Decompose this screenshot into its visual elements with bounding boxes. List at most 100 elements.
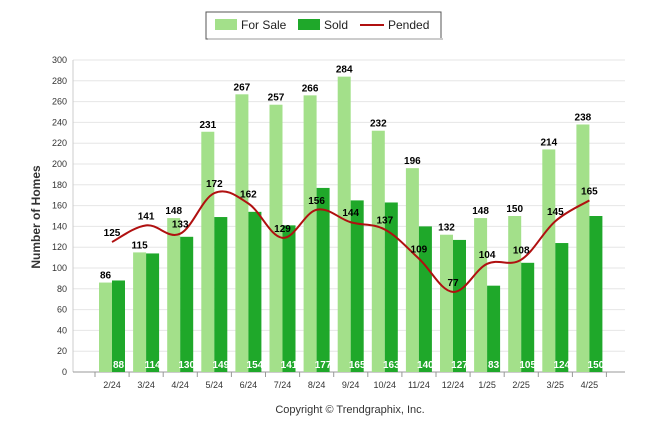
- x-tick-label: 2/25: [512, 380, 530, 390]
- for-sale-value-label: 148: [165, 206, 182, 217]
- legend-label-pended: Pended: [388, 18, 429, 32]
- sold-value-label: 124: [553, 360, 570, 371]
- sold-value-label: 141: [281, 360, 298, 371]
- for-sale-value-label: 115: [132, 240, 149, 251]
- for-sale-value-label: 214: [540, 137, 557, 148]
- for-sale-bar: [303, 95, 317, 373]
- pended-value-label: 165: [581, 186, 598, 197]
- sold-bar: [214, 217, 228, 372]
- for-sale-bar: [474, 218, 488, 372]
- pended-line: [111, 190, 590, 293]
- sold-bar: [180, 236, 194, 372]
- y-tick-label: 20: [57, 346, 67, 356]
- y-tick-label: 140: [52, 221, 67, 231]
- for-sale-bar: [576, 124, 590, 372]
- x-tick-label: 4/25: [581, 380, 599, 390]
- for-sale-bar: [542, 149, 556, 372]
- for-sale-bar: [99, 282, 112, 372]
- for-sale-bar: [235, 94, 249, 372]
- x-axis: 2/24 3/24 4/24 5/24 6/24 7/24 8/24 9/24 10/24 11/…: [94, 372, 607, 390]
- sold-bar: [521, 262, 535, 372]
- x-tick-label: 10/24: [374, 380, 397, 390]
- x-tick-label: 11/24: [408, 380, 430, 390]
- sold-value-label: 130: [178, 360, 195, 371]
- for-sale-bar: [201, 131, 215, 372]
- sold-value-label: 83: [488, 360, 500, 371]
- y-tick-label: 120: [52, 242, 67, 252]
- for-sale-value-label: 196: [404, 156, 421, 167]
- pended-value-label: 144: [342, 208, 359, 219]
- for-sale-value-label: 148: [472, 206, 489, 217]
- sold-bar: [350, 200, 364, 372]
- y-tick-label: 260: [52, 97, 67, 107]
- sold-bar: [453, 239, 466, 372]
- line-layer: [111, 190, 590, 293]
- sold-bar: [316, 187, 330, 372]
- sold-bar: [146, 253, 160, 372]
- for-sale-value-label: 150: [506, 204, 523, 215]
- legend-swatch-for-sale: [215, 19, 237, 30]
- sold-value-label: 177: [315, 360, 332, 371]
- sold-bar: [589, 216, 603, 372]
- sold-bar: [487, 285, 501, 372]
- pended-value-label: 125: [104, 228, 121, 239]
- x-tick-label: 5/24: [206, 380, 224, 390]
- y-tick-label: 180: [52, 180, 67, 190]
- for-sale-value-label: 232: [370, 119, 387, 130]
- sold-value-label: 127: [451, 360, 468, 371]
- y-tick-label: 160: [52, 201, 67, 211]
- y-tick-label: 100: [52, 263, 67, 273]
- y-tick-label: 0: [62, 367, 67, 377]
- y-tick-label: 60: [57, 305, 67, 315]
- pended-value-label: 137: [376, 216, 393, 227]
- sold-value-label: 114: [145, 360, 162, 371]
- sold-value-label: 165: [349, 360, 366, 371]
- y-tick-label: 300: [52, 55, 67, 65]
- x-tick-label: 9/24: [342, 380, 360, 390]
- sold-value-label: 149: [212, 360, 229, 371]
- for-sale-bar: [167, 218, 181, 372]
- pended-value-label: 145: [547, 207, 564, 218]
- legend: For Sale Sold Pended: [205, 11, 443, 40]
- sold-value-label: 163: [383, 360, 400, 371]
- copyright-text: Copyright © Trendgraphix, Inc.: [275, 404, 424, 416]
- y-axis-label: Number of Homes: [29, 165, 43, 269]
- for-sale-value-label: 284: [336, 65, 353, 76]
- for-sale-bar: [269, 104, 283, 372]
- x-tick-label: 3/24: [137, 380, 155, 390]
- sold-value-label: 88: [113, 360, 125, 371]
- for-sale-bar: [133, 252, 147, 372]
- for-sale-bar: [508, 216, 522, 372]
- for-sale-bar: [337, 76, 351, 372]
- sold-bar: [112, 280, 125, 372]
- sold-value-label: 150: [588, 360, 605, 371]
- for-sale-value-label: 132: [438, 223, 455, 234]
- y-tick-label: 200: [52, 159, 67, 169]
- pended-value-label: 77: [447, 278, 459, 289]
- x-tick-label: 3/25: [547, 380, 565, 390]
- for-sale-value-label: 267: [234, 82, 251, 93]
- y-tick-label: 40: [57, 325, 67, 335]
- x-tick-label: 2/24: [103, 380, 121, 390]
- for-sale-value-label: 257: [268, 93, 285, 104]
- x-tick-label: 4/24: [171, 380, 189, 390]
- pended-value-label: 108: [513, 246, 530, 257]
- sold-bar: [555, 243, 569, 372]
- legend-shadow: [208, 38, 443, 40]
- y-tick-label: 220: [52, 138, 67, 148]
- y-tick-label: 80: [57, 284, 67, 294]
- pended-value-label: 141: [138, 211, 155, 222]
- x-tick-label: 6/24: [240, 380, 258, 390]
- x-tick-label: 1/25: [478, 380, 496, 390]
- for-sale-value-label: 86: [100, 271, 112, 282]
- bar-layer: [99, 76, 603, 373]
- legend-label-sold: Sold: [324, 18, 348, 32]
- pended-value-label: 156: [308, 196, 325, 207]
- for-sale-value-label: 266: [302, 83, 319, 94]
- pended-value-label: 104: [479, 250, 496, 261]
- sold-bar: [282, 225, 296, 372]
- sold-bar: [248, 211, 262, 372]
- for-sale-bar: [405, 168, 419, 372]
